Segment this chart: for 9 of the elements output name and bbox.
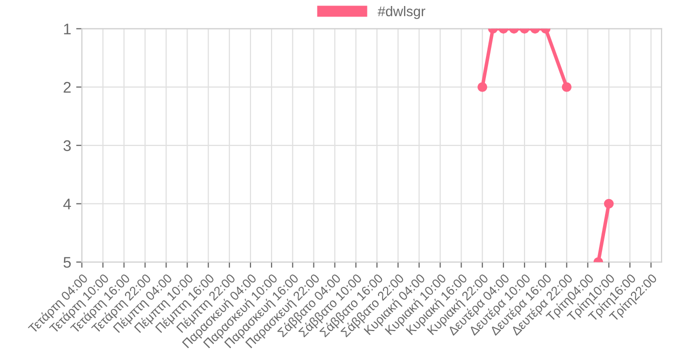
y-tick-label: 3 [64,140,71,152]
y-tick-label: 5 [64,257,71,268]
point [562,82,572,92]
y-tick-label: 1 [64,24,71,34]
legend-label: #dwlsgr [378,6,426,19]
y-tick-label: 2 [64,82,71,93]
point [478,82,488,92]
point [604,198,614,209]
y-tick-label: 4 [63,198,71,210]
